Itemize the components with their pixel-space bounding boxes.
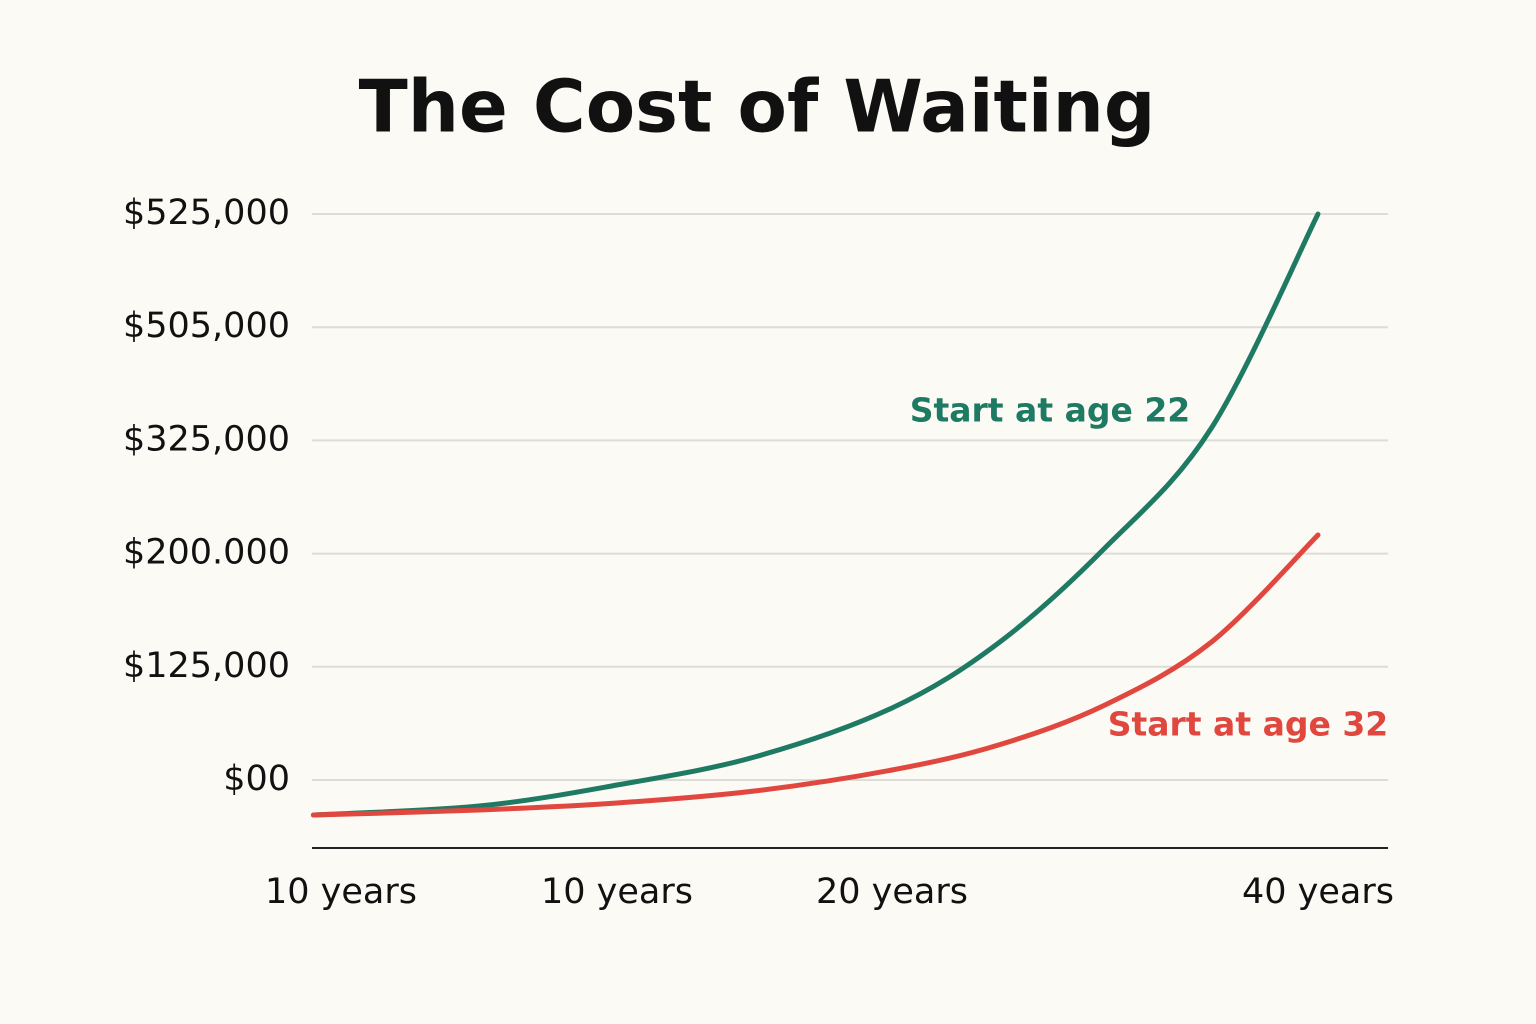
y-tick-label: $200.000: [123, 533, 290, 573]
x-tick-label: 10 years: [541, 872, 693, 912]
chart-title: The Cost of Waiting: [359, 65, 1156, 149]
line-series: [310, 211, 1321, 818]
series-label: Start at age 22: [910, 391, 1191, 430]
x-tick-label: 10 years: [265, 872, 417, 912]
x-tick-label: 20 years: [816, 872, 968, 912]
series-label: Start at age 32: [1108, 705, 1389, 744]
y-tick-label: $525,000: [123, 193, 290, 233]
line-series: [310, 532, 1321, 818]
x-tick-label: 40 years: [1242, 872, 1394, 912]
y-tick-label: $00: [223, 759, 290, 799]
y-tick-label: $325,000: [123, 419, 290, 459]
y-tick-label: $125,000: [123, 646, 290, 686]
y-tick-label: $505,000: [123, 306, 290, 346]
